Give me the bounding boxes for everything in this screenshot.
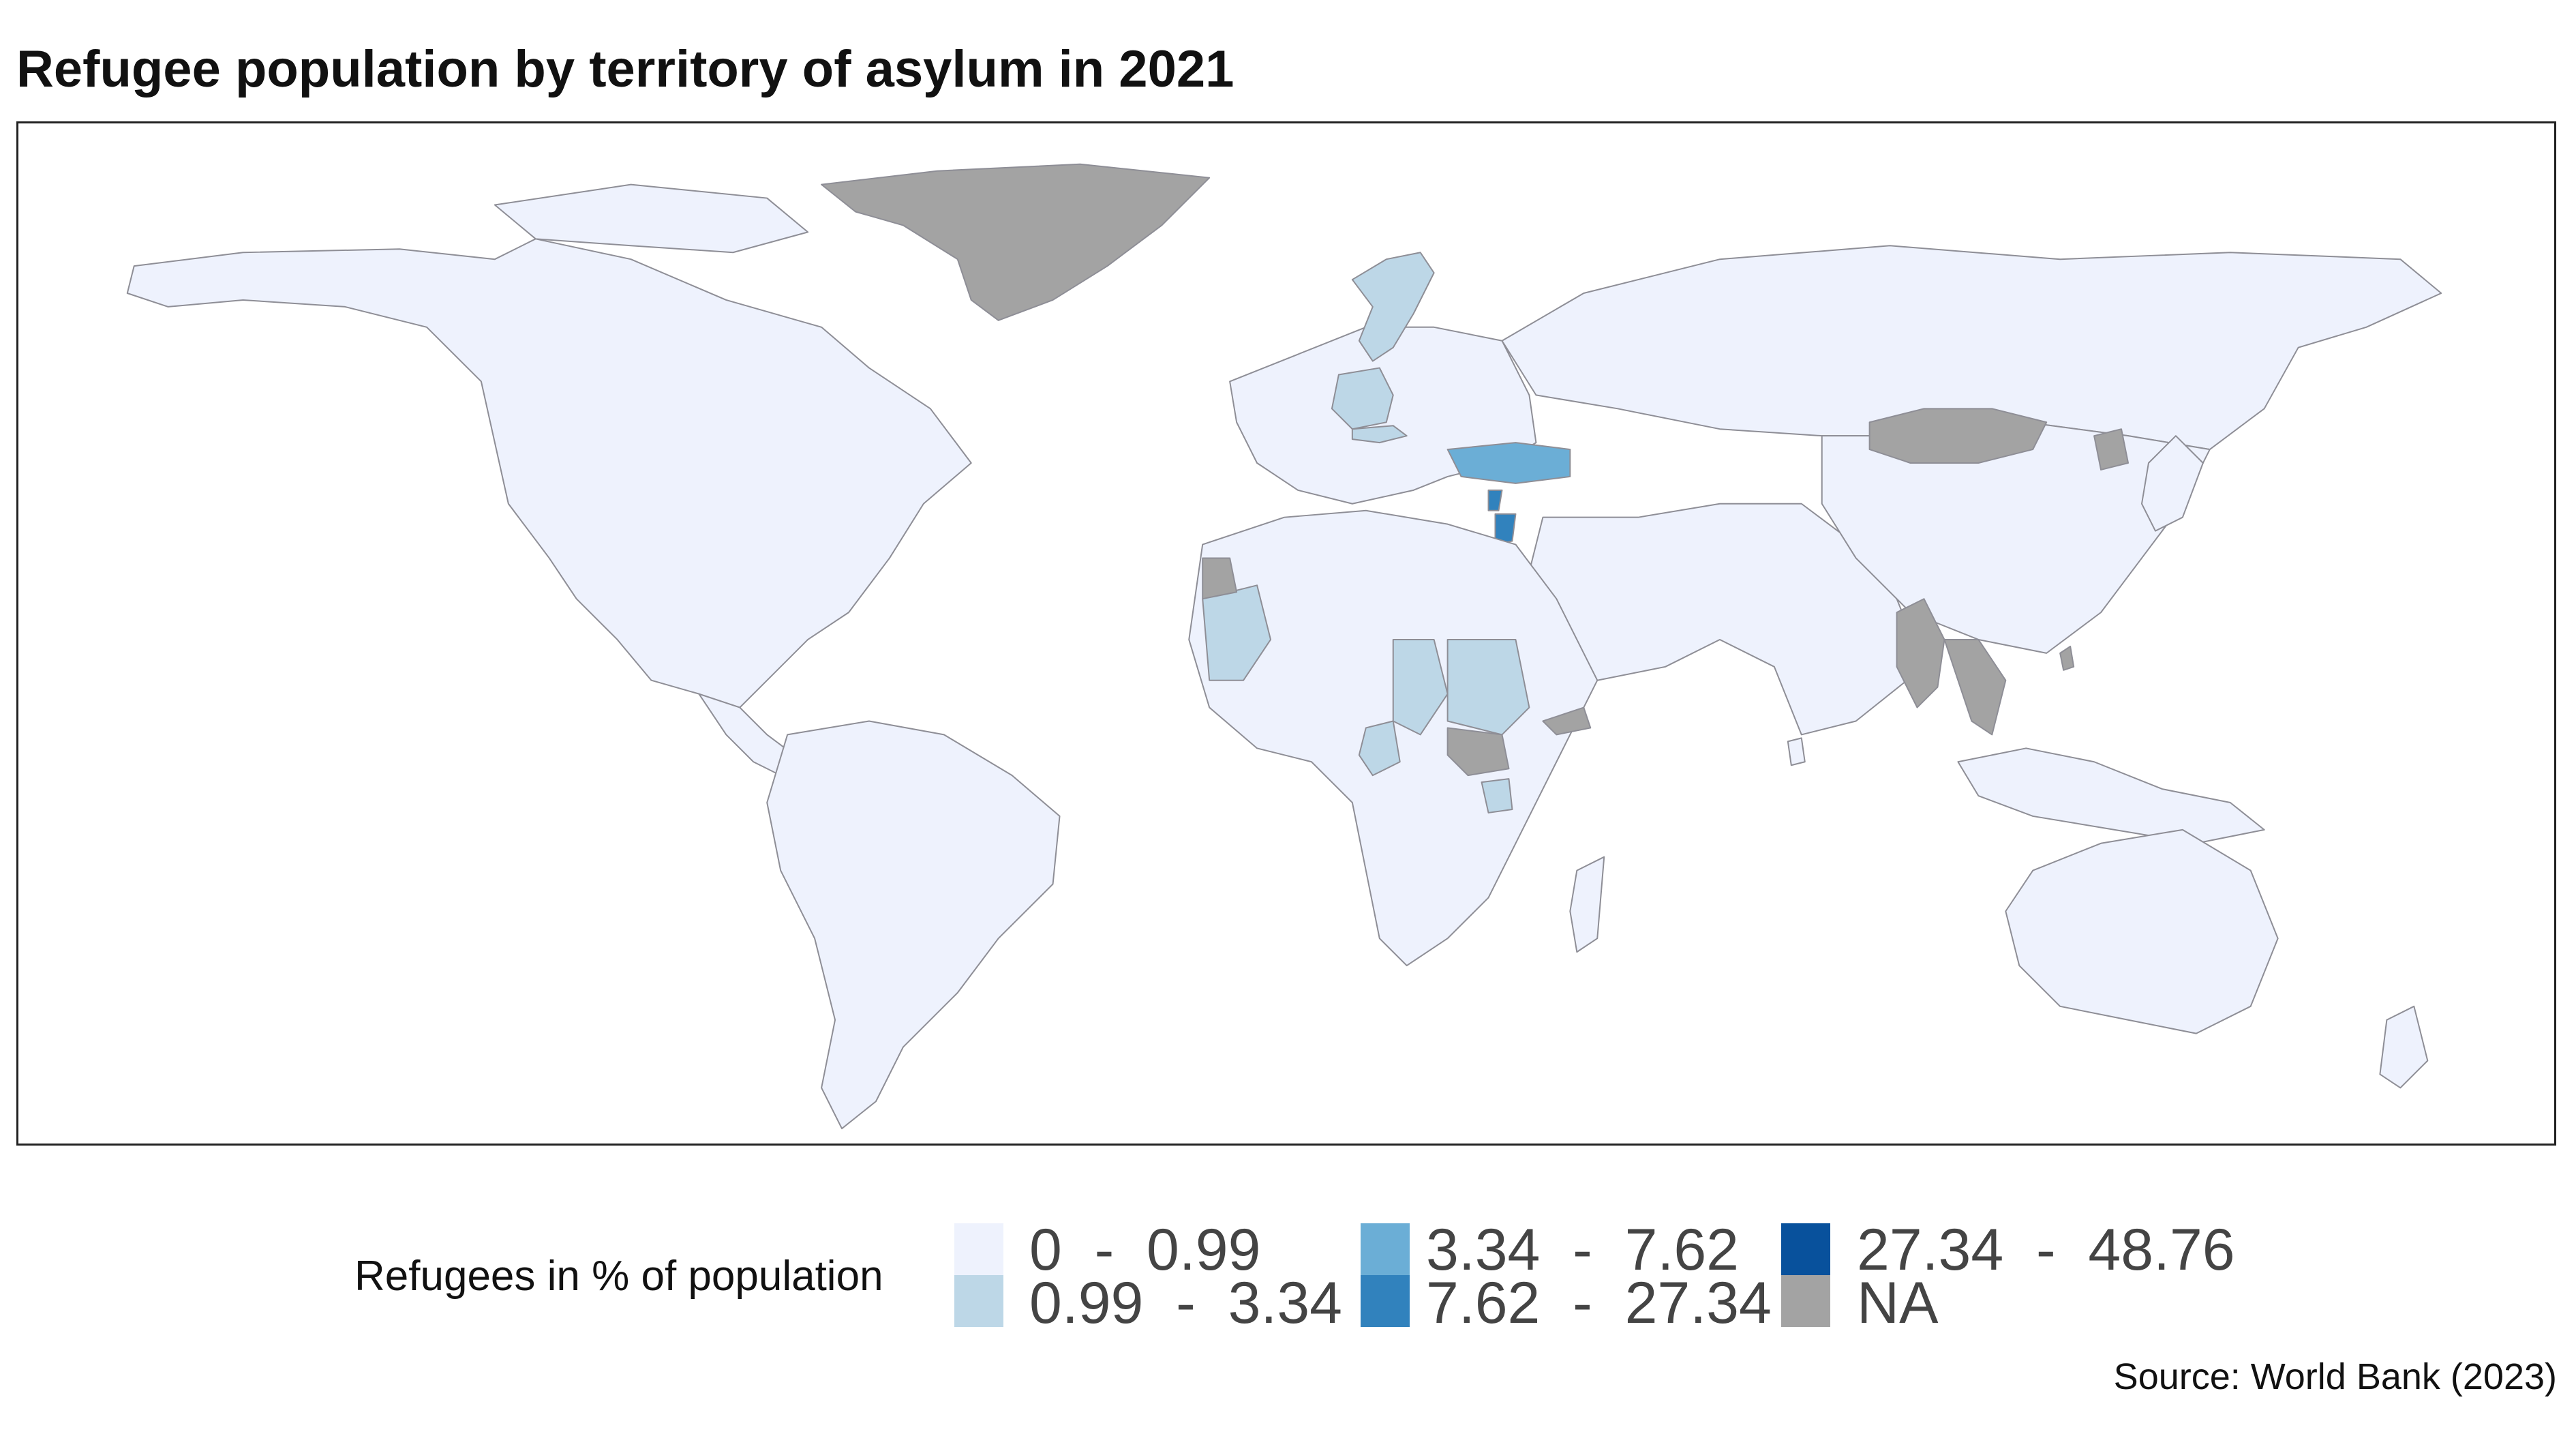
legend-swatch-4 (1781, 1223, 1830, 1275)
region-arctic-islands[interactable] (494, 183, 809, 254)
region-austria[interactable] (1351, 425, 1408, 444)
region-russia[interactable] (1501, 245, 2442, 451)
legend-label-4: 27.34 - 48.76 (1857, 1217, 2235, 1283)
region-turkey[interactable] (1446, 442, 1571, 484)
legend-label-3: 7.62 - 27.34 (1426, 1270, 1772, 1336)
region-australia[interactable] (2005, 828, 2279, 1034)
region-uganda[interactable] (1481, 778, 1513, 813)
region-sri-lanka[interactable] (1787, 737, 1806, 766)
legend-swatch-1 (954, 1275, 1003, 1327)
region-mauritania[interactable] (1202, 584, 1272, 681)
region-western-sahara[interactable] (1202, 557, 1238, 600)
legend-swatch-5 (1781, 1275, 1830, 1327)
legend-swatch-0 (954, 1223, 1003, 1275)
legend-label-1: 0.99 - 3.34 (1029, 1270, 1342, 1336)
region-laos-vietnam[interactable] (1943, 638, 2007, 736)
legend-swatch-3 (1361, 1275, 1410, 1327)
region-mongolia[interactable] (1868, 408, 2048, 464)
region-lebanon[interactable] (1487, 489, 1503, 511)
legend-label-2: 3.34 - 7.62 (1426, 1217, 1739, 1283)
source-note: Source: World Bank (2023) (2113, 1356, 2557, 1397)
region-somaliland[interactable] (1542, 706, 1592, 736)
legend-label-0: 0 - 0.99 (1029, 1217, 1261, 1283)
map-title: Refugee population by territory of asylu… (16, 40, 1234, 98)
region-myanmar[interactable] (1896, 598, 1945, 708)
region-taiwan[interactable] (2059, 645, 2075, 671)
region-south-sudan[interactable] (1446, 727, 1510, 777)
region-japan[interactable] (2140, 435, 2204, 532)
region-sweden[interactable] (1351, 252, 1435, 362)
legend-swatch-2 (1361, 1223, 1410, 1275)
region-new-zealand[interactable] (2379, 1005, 2429, 1089)
region-north-korea[interactable] (2093, 428, 2130, 470)
region-germany[interactable] (1331, 367, 1394, 430)
world-map (126, 163, 2442, 1130)
legend-label-5: NA (1857, 1270, 1939, 1336)
region-madagascar[interactable] (1569, 856, 1605, 953)
region-cameroon[interactable] (1358, 720, 1401, 777)
region-south-america[interactable] (766, 720, 1061, 1130)
region-southeast-asia-islands[interactable] (1957, 747, 2265, 844)
map-panel (16, 121, 2556, 1146)
region-north-america[interactable] (126, 238, 972, 708)
region-sudan[interactable] (1446, 638, 1530, 736)
region-chad[interactable] (1392, 638, 1449, 736)
region-greenland[interactable] (821, 163, 1211, 321)
region-jordan[interactable] (1494, 513, 1517, 546)
legend-title: Refugees in % of population (354, 1253, 883, 1300)
